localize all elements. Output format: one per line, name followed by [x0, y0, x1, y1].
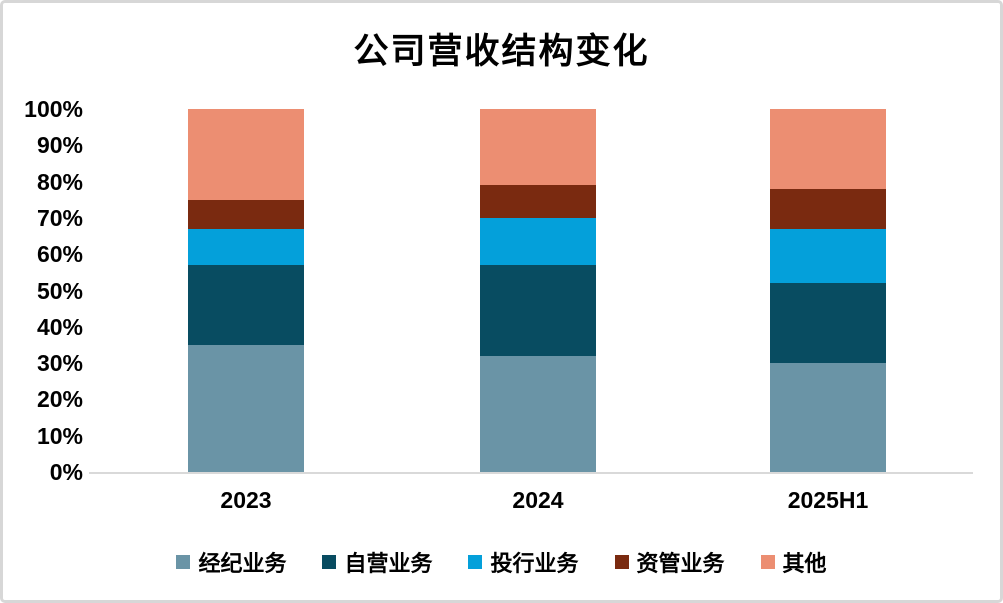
legend-label: 经纪业务: [198, 551, 287, 576]
y-tick-label: 40%: [36, 313, 83, 340]
legend-item: 其他: [760, 546, 827, 578]
x-tick-label: 2024: [512, 487, 564, 513]
x-axis: 2023 2024 2025H1: [91, 487, 973, 517]
legend-swatch: [614, 555, 629, 569]
legend-item: 资管业务: [614, 546, 725, 578]
bar-2023: [188, 109, 304, 472]
bar-2024: [480, 109, 596, 472]
legend-swatch: [322, 555, 337, 569]
bar-segment: [480, 185, 596, 218]
y-tick-label: 90%: [36, 132, 83, 159]
x-tick-label: 2025H1: [787, 487, 869, 513]
plot-area: [89, 109, 973, 474]
bar-segment: [188, 265, 304, 345]
bar-segment: [480, 355, 596, 472]
bar-segment: [770, 109, 886, 189]
x-tick-label: 2023: [220, 487, 272, 513]
bar-segment: [770, 188, 886, 229]
y-tick-label: 70%: [36, 204, 83, 231]
legend: 经纪业务 自营业务 投行业务 资管业务 其他: [3, 546, 1000, 578]
bar-segment: [480, 265, 596, 356]
y-axis: 0% 10% 20% 30% 40% 50% 60% 70% 80% 90% 100%: [3, 96, 83, 485]
legend-item: 自营业务: [322, 546, 432, 578]
y-tick-label: 60%: [36, 241, 83, 268]
bar-segment: [188, 109, 304, 200]
chart-title: 公司营收结构变化: [353, 32, 650, 71]
legend-item: 投行业务: [468, 546, 579, 578]
bar-segment: [770, 363, 886, 472]
legend-label: 资管业务: [636, 551, 725, 576]
legend-label: 其他: [782, 551, 827, 576]
y-tick-label: 80%: [36, 168, 83, 195]
x-axis-line: [89, 472, 973, 474]
bar-segment: [480, 109, 596, 186]
legend-label: 投行业务: [490, 551, 579, 576]
y-tick-label: 50%: [36, 277, 83, 304]
bar-segment: [480, 217, 596, 266]
y-tick-label: 0%: [49, 459, 83, 485]
legend-swatch: [176, 555, 191, 569]
bar-segment: [770, 228, 886, 284]
bar-segment: [188, 344, 304, 472]
y-tick-label: 20%: [36, 386, 83, 413]
bar-2025h1: [770, 109, 886, 472]
bar-segment: [770, 283, 886, 364]
y-tick-label: 100%: [24, 96, 83, 122]
bar-segment: [188, 228, 304, 266]
legend-item: 经纪业务: [176, 546, 286, 578]
bar-segment: [188, 199, 304, 229]
legend-swatch: [760, 555, 775, 569]
y-tick-label: 10%: [36, 422, 83, 449]
y-tick-label: 30%: [36, 350, 83, 377]
legend-swatch: [468, 555, 483, 569]
legend-label: 自营业务: [344, 551, 433, 576]
